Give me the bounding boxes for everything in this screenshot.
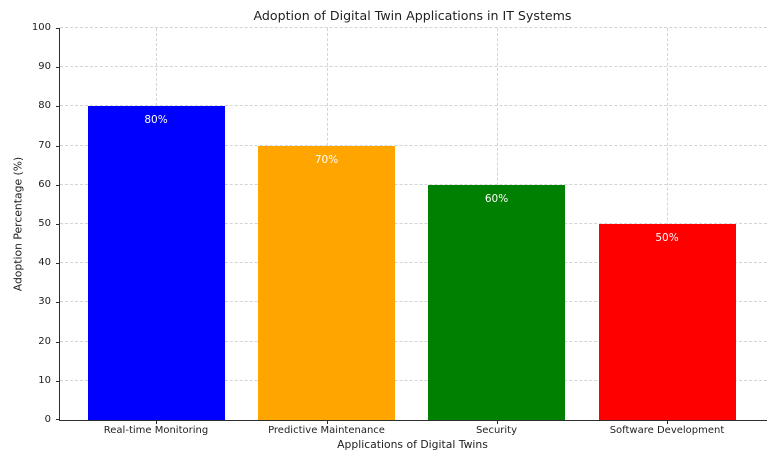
chart-title: Adoption of Digital Twin Applications in… bbox=[253, 8, 572, 23]
y-tick-mark bbox=[56, 263, 60, 265]
y-tick-mark bbox=[56, 184, 60, 186]
x-tick-mark bbox=[326, 420, 328, 424]
y-tick-mark bbox=[56, 419, 60, 420]
y-tick-label: 60 bbox=[38, 178, 51, 190]
x-tick-label: Real-time Monitoring bbox=[103, 425, 209, 436]
y-tick-mark bbox=[56, 67, 60, 69]
y-tick-mark bbox=[56, 28, 60, 29]
y-gridline bbox=[60, 223, 767, 224]
y-gridline bbox=[60, 379, 767, 381]
y-gridline bbox=[60, 144, 767, 146]
y-gridline bbox=[60, 340, 767, 342]
bar-security: 60% bbox=[428, 184, 565, 420]
bar-value-label: 70% bbox=[314, 153, 339, 166]
x-tick-label: Security bbox=[475, 425, 518, 436]
y-gridline bbox=[60, 183, 767, 185]
x-tick-label: Predictive Maintenance bbox=[268, 425, 385, 436]
y-tick-label: 90 bbox=[38, 61, 51, 73]
y-tick-label: 50 bbox=[38, 218, 51, 229]
x-tick-label: Software Development bbox=[609, 425, 725, 436]
y-tick-mark bbox=[56, 302, 60, 304]
bar-software-development: 50% bbox=[598, 224, 736, 420]
y-gridline bbox=[60, 301, 767, 303]
y-tick-mark bbox=[56, 145, 60, 147]
y-tick-mark bbox=[56, 224, 60, 225]
x-tick-mark bbox=[496, 420, 498, 424]
y-tick-label: 80 bbox=[38, 100, 51, 112]
bar-value-label: 50% bbox=[655, 232, 679, 244]
y-tick-label: 10 bbox=[38, 374, 51, 386]
x-axis-label: Applications of Digital Twins bbox=[337, 438, 488, 451]
x-tick-mark bbox=[156, 420, 157, 424]
x-tick-mark bbox=[667, 420, 668, 424]
y-tick-mark bbox=[56, 341, 60, 343]
bar-real-time-monitoring: 80% bbox=[87, 106, 225, 420]
y-tick-mark bbox=[56, 106, 60, 108]
y-gridline bbox=[60, 66, 767, 68]
y-gridline bbox=[60, 27, 767, 28]
y-tick-label: 20 bbox=[38, 335, 51, 347]
plot-area: 0 10 20 30 40 50 60 70 80 90 100 80% Real-time Monit… bbox=[32, 22, 767, 436]
y-tick-label: 70 bbox=[38, 139, 51, 151]
y-tick-mark bbox=[56, 380, 60, 382]
bar-predictive-maintenance: 70% bbox=[258, 145, 395, 420]
y-tick-label: 0 bbox=[44, 414, 51, 425]
y-gridline bbox=[60, 262, 767, 264]
bar-value-label: 60% bbox=[484, 192, 509, 205]
bar-value-label: 80% bbox=[144, 114, 168, 127]
y-tick-label: 100 bbox=[31, 22, 51, 33]
y-tick-label: 40 bbox=[38, 257, 51, 269]
y-gridline bbox=[60, 105, 767, 107]
y-tick-label: 30 bbox=[38, 296, 51, 308]
